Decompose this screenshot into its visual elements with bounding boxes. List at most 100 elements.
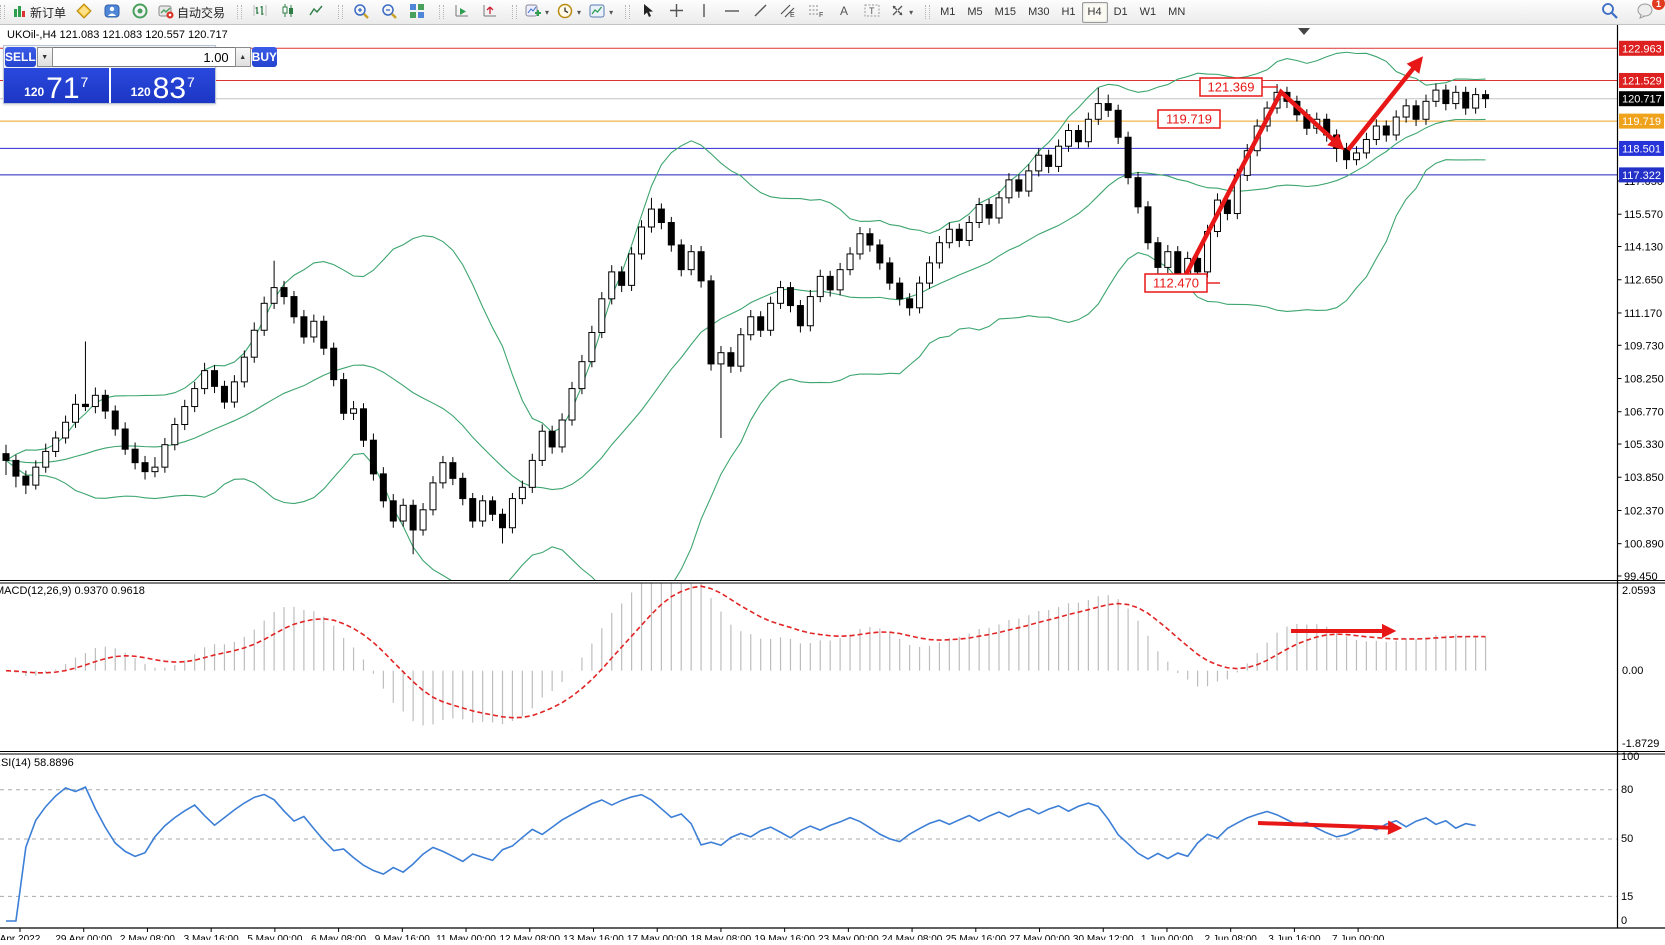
horizontal-line-button[interactable] bbox=[718, 1, 746, 23]
candlestick-chart-icon bbox=[281, 3, 296, 21]
metaeditor-icon bbox=[76, 2, 92, 22]
svg-text:115.570: 115.570 bbox=[1624, 209, 1663, 221]
chart-canvas[interactable]: 121.369119.719112.470117.050115.570114.1… bbox=[0, 24, 1665, 945]
object-group: ▾ ▾ ▾ bbox=[508, 1, 621, 24]
trendline-icon bbox=[753, 3, 768, 21]
tf-button-m5[interactable]: M5 bbox=[967, 6, 983, 18]
chart-title: UKOil-,H4 121.083 121.083 120.557 120.71… bbox=[7, 29, 228, 41]
tf-button-m1[interactable]: M1 bbox=[940, 6, 956, 18]
svg-text:-1.8729: -1.8729 bbox=[1622, 738, 1659, 750]
buy-price-display[interactable]: 120 83 7 bbox=[110, 68, 215, 105]
notifications-button[interactable]: 1 bbox=[1631, 0, 1665, 23]
tf-button-m30[interactable]: M30 bbox=[1028, 6, 1050, 18]
bar-chart-button[interactable] bbox=[246, 1, 274, 23]
buy-price-big: 83 bbox=[152, 71, 187, 105]
rsi-indicator-label: RSI(14) 58.8896 bbox=[0, 757, 74, 769]
equidistant-channel-icon: E bbox=[780, 3, 796, 21]
equidistant-channel-button[interactable]: E bbox=[774, 1, 802, 23]
crosshair-button[interactable] bbox=[662, 1, 690, 23]
chart-window[interactable]: 121.369119.719112.470117.050115.570114.1… bbox=[0, 24, 1665, 945]
svg-text:117.322: 117.322 bbox=[1622, 170, 1661, 182]
vertical-line-button[interactable] bbox=[690, 1, 718, 23]
buy-button[interactable]: BUY bbox=[251, 47, 278, 67]
svg-text:106.770: 106.770 bbox=[1624, 407, 1664, 419]
svg-text:T: T bbox=[869, 6, 875, 16]
zoom-out-button[interactable] bbox=[375, 1, 403, 23]
sell-price-display[interactable]: 120 71 7 bbox=[4, 68, 109, 103]
search-button[interactable] bbox=[1595, 1, 1623, 23]
main-toolbar: 新订单 自动交易 bbox=[0, 0, 1665, 25]
volume-decrease-button[interactable]: ▼ bbox=[36, 47, 53, 67]
svg-text:99.450: 99.450 bbox=[1624, 571, 1658, 583]
mql5-community-button[interactable] bbox=[98, 1, 126, 23]
tile-windows-button[interactable] bbox=[403, 1, 431, 23]
scroll-group bbox=[435, 1, 508, 24]
line-chart-button[interactable] bbox=[302, 1, 330, 23]
metaeditor-button[interactable] bbox=[70, 1, 98, 23]
bar-chart-icon bbox=[253, 3, 268, 21]
trendline-button[interactable] bbox=[746, 1, 774, 23]
sell-price-small: 120 bbox=[24, 85, 45, 99]
arrows-button[interactable]: ▾ bbox=[886, 1, 917, 23]
search-icon bbox=[1601, 2, 1618, 22]
svg-text:2 May 08:00: 2 May 08:00 bbox=[120, 934, 175, 940]
new-order-label: 新订单 bbox=[30, 5, 67, 20]
svg-text:Apr 2022: Apr 2022 bbox=[0, 934, 41, 940]
new-chart-button[interactable]: ▾ bbox=[521, 1, 553, 23]
new-order-icon bbox=[13, 4, 27, 21]
chart-type-group bbox=[233, 1, 334, 24]
svg-text:119.719: 119.719 bbox=[1166, 112, 1212, 127]
svg-text:111.170: 111.170 bbox=[1624, 308, 1662, 320]
chevron-down-icon: ▾ bbox=[609, 7, 614, 17]
svg-text:E: E bbox=[790, 12, 795, 18]
chat-bubble-icon bbox=[1637, 3, 1654, 22]
candlestick-chart-button[interactable] bbox=[274, 1, 302, 23]
svg-text:120.717: 120.717 bbox=[1622, 94, 1662, 106]
new-chart-icon bbox=[525, 3, 542, 22]
timeframe-group: M1 M5 M15 M30 H1 H4 D1 W1 MN bbox=[921, 1, 1195, 24]
svg-text:109.730: 109.730 bbox=[1624, 340, 1664, 352]
fibonacci-button[interactable]: F bbox=[802, 1, 830, 23]
fibonacci-icon: F bbox=[808, 3, 824, 21]
templates-icon bbox=[589, 3, 605, 22]
text-button[interactable]: A bbox=[830, 1, 858, 23]
mql5-community-icon bbox=[104, 3, 120, 22]
chart-shift-button[interactable] bbox=[476, 1, 504, 23]
sell-button[interactable]: SELL bbox=[5, 47, 36, 67]
autotrading-label: 自动交易 bbox=[177, 5, 226, 20]
svg-text:108.250: 108.250 bbox=[1624, 373, 1664, 385]
text-label-button[interactable]: T bbox=[858, 1, 886, 23]
svg-text:23 May 00:00: 23 May 00:00 bbox=[818, 934, 879, 940]
autotrading-button[interactable]: 自动交易 bbox=[154, 1, 229, 23]
market-button[interactable] bbox=[126, 1, 154, 23]
svg-text:121.529: 121.529 bbox=[1622, 75, 1662, 87]
chevron-down-icon: ▾ bbox=[909, 7, 914, 17]
tf-button-h4[interactable]: H4 bbox=[1081, 1, 1108, 23]
new-order-button[interactable]: 新订单 bbox=[9, 1, 70, 23]
templates-button[interactable]: ▾ bbox=[585, 1, 617, 23]
volume-input[interactable] bbox=[52, 47, 235, 67]
zoom-in-button[interactable] bbox=[347, 1, 375, 23]
autoscroll-button[interactable] bbox=[448, 1, 476, 23]
volume-increase-button[interactable]: ▲ bbox=[234, 47, 251, 67]
arrows-icon bbox=[890, 3, 905, 21]
horizontal-line-icon bbox=[724, 4, 740, 21]
svg-text:6 May 08:00: 6 May 08:00 bbox=[311, 934, 366, 940]
cursor-button[interactable] bbox=[634, 1, 662, 23]
period-button[interactable]: ▾ bbox=[553, 1, 585, 23]
svg-text:100.890: 100.890 bbox=[1624, 539, 1664, 551]
buy-price-small: 120 bbox=[130, 85, 151, 99]
svg-text:15: 15 bbox=[1621, 891, 1633, 903]
one-click-trading-panel: SELL ▼ ▲ BUY 120 71 7 120 83 7 bbox=[3, 45, 278, 105]
buy-price-sup: 7 bbox=[187, 74, 195, 90]
svg-text:0.00: 0.00 bbox=[1622, 665, 1643, 677]
tf-button-h1[interactable]: H1 bbox=[1061, 6, 1076, 18]
tf-button-w1[interactable]: W1 bbox=[1139, 6, 1157, 18]
svg-text:1 Jun 00:00: 1 Jun 00:00 bbox=[1141, 934, 1194, 940]
tf-button-m15[interactable]: M15 bbox=[994, 6, 1017, 18]
tf-button-d1[interactable]: D1 bbox=[1113, 6, 1128, 18]
line-chart-icon bbox=[308, 3, 324, 21]
crosshair-icon bbox=[669, 3, 684, 21]
svg-text:17 May 00:00: 17 May 00:00 bbox=[627, 934, 688, 940]
tf-button-mn[interactable]: MN bbox=[1168, 6, 1186, 18]
